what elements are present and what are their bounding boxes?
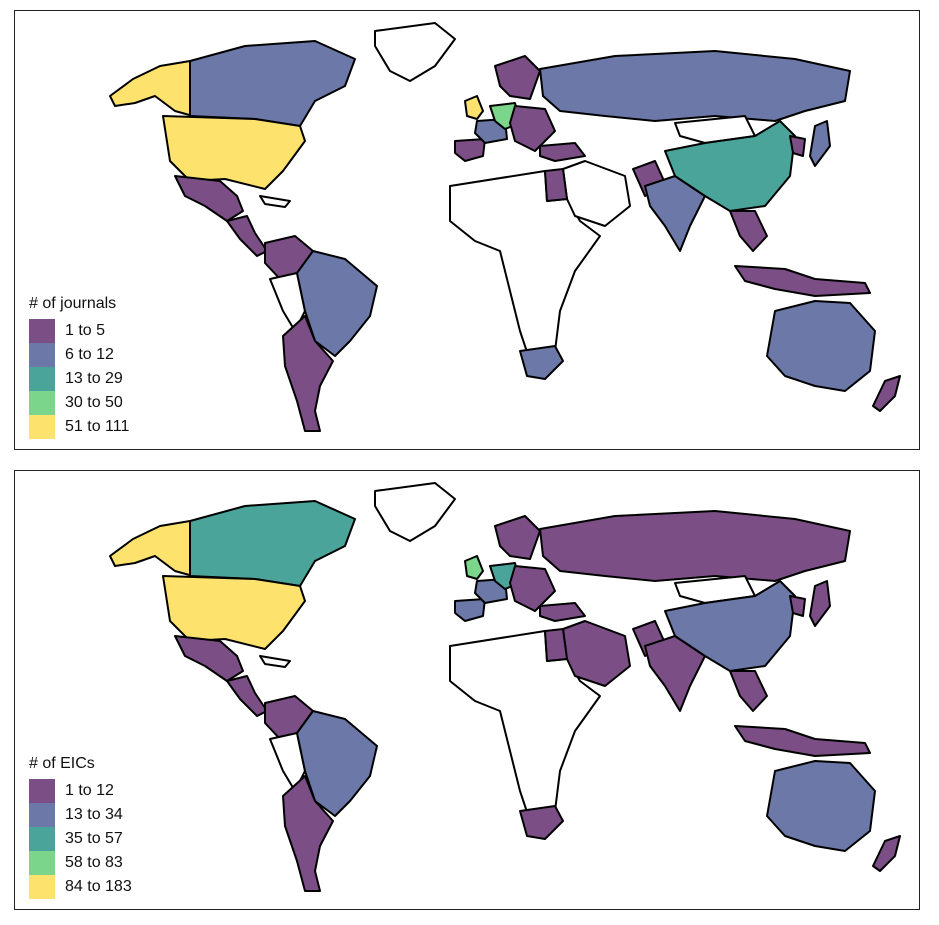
region-indonesia (734, 725, 871, 757)
region-greenland (374, 482, 456, 542)
legend-item: 30 to 50 (29, 391, 129, 415)
region-mexico (174, 635, 244, 682)
region-se-asia (729, 210, 768, 252)
legend-item: 13 to 34 (29, 803, 132, 827)
region-japan (809, 120, 831, 167)
legend-label: 30 to 50 (65, 394, 123, 411)
region-mexico (174, 175, 244, 222)
region-australia (766, 300, 876, 392)
region-turkey (539, 602, 586, 622)
legend-label: 51 to 111 (65, 418, 130, 435)
region-usa (162, 115, 306, 190)
legend-item: 1 to 5 (29, 319, 129, 343)
region-usa (162, 575, 306, 650)
region-middle-east (562, 620, 631, 687)
region-middle-east (562, 160, 631, 227)
legend-label: 13 to 34 (65, 806, 123, 823)
region-caribbean (259, 655, 291, 668)
legend-label: 13 to 29 (65, 370, 123, 387)
legend-item: 6 to 12 (29, 343, 129, 367)
legend-swatch-2 (29, 343, 55, 367)
region-turkey (539, 142, 586, 162)
legend-item: 35 to 57 (29, 827, 132, 851)
legend-item: 58 to 83 (29, 851, 132, 875)
region-new-zealand (872, 375, 901, 412)
legend-swatch-4 (29, 851, 55, 875)
region-scandinavia (494, 515, 541, 560)
legend-swatch-4 (29, 391, 55, 415)
region-central-america (226, 675, 268, 717)
region-korea (789, 595, 806, 617)
region-new-zealand (872, 835, 901, 872)
region-south-africa (519, 805, 564, 840)
region-central-europe (509, 105, 556, 152)
legend-swatch-5 (29, 875, 55, 899)
legend-label: 1 to 12 (65, 782, 114, 799)
region-canada (189, 40, 356, 127)
legend-title: # of journals (29, 295, 117, 312)
region-australia (766, 760, 876, 852)
legend-journals: # of journals 1 to 5 6 to 12 13 to 29 30… (29, 295, 129, 439)
region-alaska (109, 60, 194, 117)
world-map-journals (109, 22, 901, 432)
legend-swatch-3 (29, 827, 55, 851)
region-alaska (109, 520, 194, 577)
region-se-asia (729, 670, 768, 712)
region-scandinavia (494, 55, 541, 100)
region-greenland (374, 22, 456, 82)
region-canada (189, 500, 356, 587)
legend-swatch-1 (29, 779, 55, 803)
region-japan (809, 580, 831, 627)
legend-label: 58 to 83 (65, 854, 123, 871)
region-egypt (544, 628, 568, 662)
legend-swatch-2 (29, 803, 55, 827)
region-china (664, 120, 796, 212)
legend-item: 51 to 111 (29, 415, 129, 439)
region-egypt (544, 168, 568, 202)
map-panel-journals: # of journals 1 to 5 6 to 12 13 to 29 30… (14, 10, 920, 450)
region-uk (464, 555, 484, 580)
region-russia (539, 510, 851, 582)
legend-item: 84 to 183 (29, 875, 132, 899)
legend-title: # of EICs (29, 755, 95, 772)
region-iberia (454, 138, 486, 162)
legend-item: 13 to 29 (29, 367, 129, 391)
region-china (664, 580, 796, 672)
region-iberia (454, 598, 486, 622)
legend-swatch-1 (29, 319, 55, 343)
legend-swatch-3 (29, 367, 55, 391)
region-central-europe (509, 565, 556, 612)
legend-label: 84 to 183 (65, 878, 132, 895)
world-map-eics (109, 482, 901, 892)
legend-item: 1 to 12 (29, 779, 132, 803)
region-argentina (282, 315, 334, 432)
region-korea (789, 135, 806, 157)
region-argentina (282, 775, 334, 892)
legend-label: 1 to 5 (65, 322, 106, 339)
legend-swatch-5 (29, 415, 55, 439)
region-south-africa (519, 345, 564, 380)
legend-eics: # of EICs 1 to 12 13 to 34 35 to 57 58 t… (29, 755, 132, 899)
region-uk (464, 95, 484, 120)
region-caribbean (259, 195, 291, 208)
legend-label: 6 to 12 (65, 346, 114, 363)
region-central-america (226, 215, 268, 257)
region-indonesia (734, 265, 871, 297)
legend-label: 35 to 57 (65, 830, 123, 847)
map-panel-eics: # of EICs 1 to 12 13 to 34 35 to 57 58 t… (14, 470, 920, 910)
region-russia (539, 50, 851, 122)
